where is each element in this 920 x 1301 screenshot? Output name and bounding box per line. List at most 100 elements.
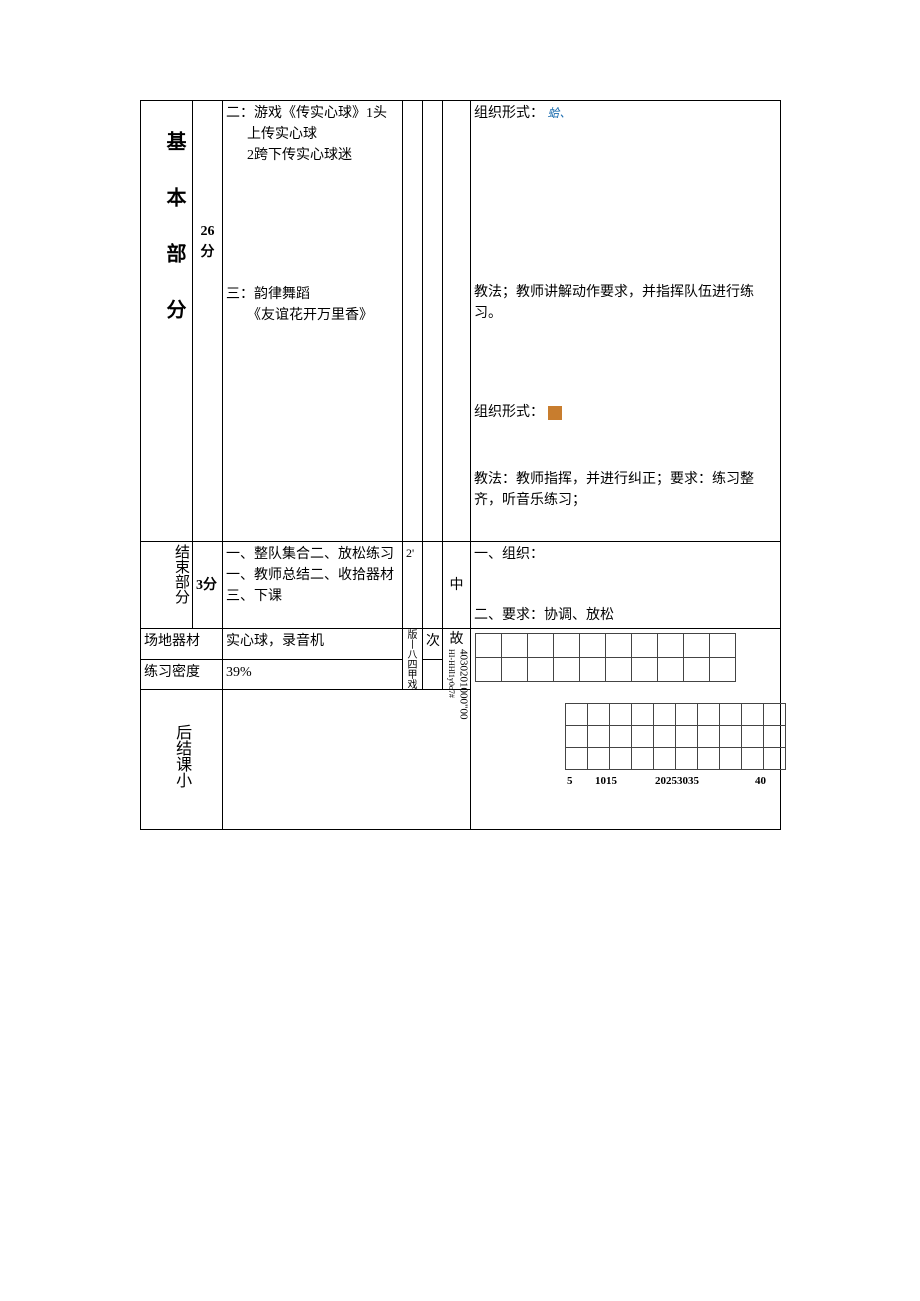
grid-cell — [676, 704, 698, 726]
grid-cell — [720, 748, 742, 770]
grid-cell — [580, 634, 606, 658]
end-section-label: 结束部分 — [141, 542, 193, 629]
grid-cell — [742, 704, 764, 726]
grid-cell — [588, 704, 610, 726]
main-empty-3 — [443, 101, 471, 542]
grid-cell — [632, 658, 658, 682]
game-line2: 上传实心球 — [226, 124, 399, 145]
x-tick-5: 5 — [567, 773, 573, 790]
grid-cell — [658, 658, 684, 682]
main-empty-2 — [423, 101, 443, 542]
game-line3: 2跨下传实心球迷 — [226, 145, 399, 166]
grid-cell — [632, 748, 654, 770]
game-title: 二：游戏《传实心球》1头 — [226, 103, 399, 124]
grid-cell — [476, 658, 502, 682]
grid-cell — [566, 726, 588, 748]
grid-cell — [710, 634, 736, 658]
main-section-time: 26分 — [193, 101, 223, 542]
grid-cell — [610, 726, 632, 748]
vert-ci: 次 — [423, 629, 443, 660]
grid-cell — [654, 726, 676, 748]
chart-cell: 5 1015 20253035 40 — [471, 629, 781, 830]
dance-title: 三：韵律舞蹈 — [226, 284, 399, 305]
end-line2: 一、教师总结二、收拾器材 — [226, 565, 399, 586]
grid-cell — [764, 726, 786, 748]
grid-cell — [676, 726, 698, 748]
org-form-2-label: 组织形式： — [474, 405, 544, 420]
grid-cell — [698, 704, 720, 726]
density-empty — [423, 659, 443, 690]
end-line1: 一、整队集合二、放松练习 — [226, 544, 399, 565]
teach-method-1: 教法；教师讲解动作要求，并指挥队伍进行练习。 — [474, 282, 777, 324]
density-value: 39% — [223, 659, 403, 690]
grid-cell — [698, 726, 720, 748]
x-tick-40: 40 — [755, 773, 766, 790]
grid-cell — [742, 748, 764, 770]
grid-cell — [632, 704, 654, 726]
grid-cell — [606, 634, 632, 658]
end-empty — [423, 542, 443, 629]
org-icon-note: 蛤、 — [548, 104, 572, 122]
equipment-row: 场地器材 实心球，录音机 版丨八四甲戏 次 故 HI-HHl1y0o7# 403… — [141, 629, 781, 660]
x-tick-1015: 1015 — [595, 773, 617, 790]
chart-grid-bottom — [565, 703, 786, 770]
main-section-row: 基本部分 26分 二：游戏《传实心球》1头 上传实心球 2跨下传实心球迷 三：韵… — [141, 101, 781, 542]
grid-cell — [502, 634, 528, 658]
teach-method-2: 教法：教师指挥，并进行纠正；要求：练习整齐，听音乐练习； — [474, 469, 777, 511]
grid-cell — [502, 658, 528, 682]
grid-cell — [580, 658, 606, 682]
x-tick-20253035: 20253035 — [655, 773, 699, 790]
end-section-time: 3分 — [193, 542, 223, 629]
grid-cell — [698, 748, 720, 770]
main-section-right: 组织形式： 蛤、 教法；教师讲解动作要求，并指挥队伍进行练习。 组织形式： 教法… — [471, 101, 781, 542]
dance-line2: 《友谊花开万里香》 — [226, 305, 399, 326]
grid-cell — [606, 658, 632, 682]
summary-label: 后结课小 — [172, 724, 191, 788]
grid-cell — [658, 634, 684, 658]
spacer — [474, 352, 777, 402]
square-icon — [548, 406, 562, 420]
grid-cell — [764, 748, 786, 770]
end-line3: 三、下课 — [226, 586, 399, 607]
spacer — [226, 354, 399, 504]
grid-cell — [632, 634, 658, 658]
equipment-value: 实心球，录音机 — [223, 629, 403, 660]
grid-cell — [632, 726, 654, 748]
end-section-right: 一、组织： 二、要求：协调、放松 — [471, 542, 781, 629]
vert-garble-cell: 版丨八四甲戏 — [403, 629, 423, 690]
chart-grid-top — [475, 633, 736, 682]
content-block-dance: 三：韵律舞蹈 《友谊花开万里香》 — [226, 284, 399, 326]
content-block-game: 二：游戏《传实心球》1头 上传实心球 2跨下传实心球迷 — [226, 103, 399, 166]
grid-cell — [554, 634, 580, 658]
grid-cell — [720, 704, 742, 726]
spacer — [226, 194, 399, 284]
vert-gu: 故 — [443, 629, 470, 650]
chart-container: 5 1015 20253035 40 — [475, 633, 776, 783]
grid-cell — [676, 748, 698, 770]
grid-cell — [528, 658, 554, 682]
vert-numbers: 4030201000"00 — [455, 649, 472, 720]
lesson-plan-table: 基本部分 26分 二：游戏《传实心球》1头 上传实心球 2跨下传实心球迷 三：韵… — [140, 100, 781, 830]
grid-cell — [554, 658, 580, 682]
grid-cell — [764, 704, 786, 726]
end-section-content: 一、整队集合二、放松练习 一、教师总结二、收拾器材 三、下课 — [223, 542, 403, 629]
end-section-row: 结束部分 3分 一、整队集合二、放松练习 一、教师总结二、收拾器材 三、下课 2… — [141, 542, 781, 629]
spacer — [474, 152, 777, 282]
grid-cell — [742, 726, 764, 748]
org-form-1: 组织形式： 蛤、 — [474, 103, 777, 124]
grid-cell — [684, 658, 710, 682]
grid-cell — [528, 634, 554, 658]
main-section-content: 二：游戏《传实心球》1头 上传实心球 2跨下传实心球迷 三：韵律舞蹈 《友谊花开… — [223, 101, 403, 542]
grid-cell — [566, 704, 588, 726]
grid-cell — [710, 658, 736, 682]
end-right-2: 二、要求：协调、放松 — [474, 605, 777, 626]
grid-cell — [588, 726, 610, 748]
grid-cell — [720, 726, 742, 748]
vert-nums-cell: 故 HI-HHl1y0o7# 4030201000"00 — [443, 629, 471, 690]
grid-cell — [610, 704, 632, 726]
grid-cell — [654, 704, 676, 726]
summary-content — [223, 690, 471, 830]
main-section-label: 基本部分 — [141, 101, 193, 542]
vert-garble-1: 版丨八四甲戏 — [403, 629, 418, 689]
spacer — [474, 451, 777, 469]
